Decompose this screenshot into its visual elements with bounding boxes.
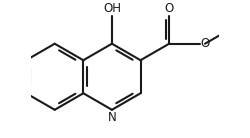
Text: O: O	[164, 2, 174, 15]
Text: OH: OH	[103, 2, 121, 15]
Text: N: N	[108, 111, 116, 124]
Text: O: O	[200, 37, 209, 50]
